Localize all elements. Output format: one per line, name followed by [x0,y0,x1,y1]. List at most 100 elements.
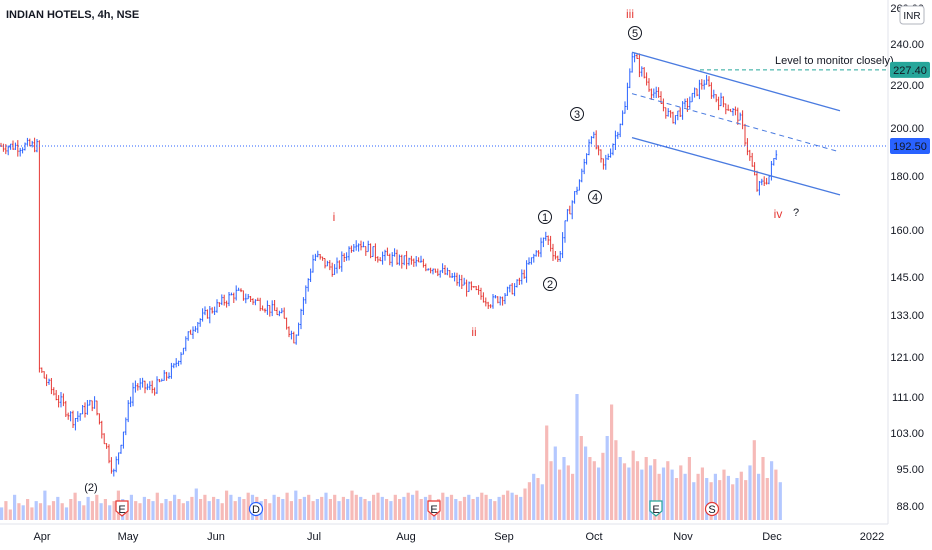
currency-button[interactable]: INR [899,5,925,25]
volume-bar [51,501,56,520]
symbol-title: INDIAN HOTELS, 4h, NSE [6,9,139,21]
volume-bar [289,501,293,520]
event-marker[interactable]: E [649,500,663,517]
volume-bar [151,501,155,520]
volume-bar [173,494,177,520]
volume-bar [488,499,492,520]
volume-bar [657,473,661,520]
currency-label: INR [903,11,920,22]
volume-bar [147,499,151,520]
volume-bar [618,457,622,520]
volume-bar [415,490,419,520]
volume-bar [8,509,12,520]
volume-bar [653,459,657,520]
volume-bar [423,496,428,520]
wave-label-iv: iv [774,207,783,221]
volume-bar [225,490,229,520]
channel-lower-line [631,136,841,196]
volume-bar [679,465,683,520]
volume-bar [471,499,475,520]
volume-bar [17,503,21,520]
level-price-tag [890,61,930,78]
time-tick-label: May [118,531,139,543]
event-marker[interactable]: S [704,501,720,517]
volume-bar [458,501,462,520]
volume-bar [614,440,618,520]
volume-bar [588,457,592,520]
volume-bar [696,473,700,520]
event-marker-letter: E [652,504,659,516]
volume-bar [229,494,233,520]
volume-bar [276,496,281,520]
volume-bar [263,499,268,520]
event-marker[interactable]: E [115,500,129,517]
volume-bar [168,501,172,520]
current-price-tag [890,138,930,154]
wave-label-i: i [333,210,336,224]
volume-bar [748,465,752,520]
volume-bar [341,496,345,520]
volume-bar [21,505,25,520]
volume-bar [731,484,735,520]
volume-bar [605,436,609,520]
volume-bar [73,492,77,520]
volume-bar [640,469,644,520]
volume-bar [0,507,4,520]
volume-bar [454,499,458,520]
volume-bar [467,494,471,520]
volume-bar [160,503,164,520]
volume-bar [393,494,397,520]
volume-bar [281,499,285,520]
wave-label-ii: ii [471,325,476,339]
event-marker-letter: S [708,504,715,516]
volume-bar [43,490,47,520]
volume-bar [549,461,553,520]
time-axis[interactable]: Apr May Jun Jul Aug Sep Oct Nov Dec 2022 [33,531,884,543]
volume-bar [765,478,769,520]
price-tick-label: 220.00 [890,80,924,92]
volume-bar [462,496,467,520]
overlay-layer: Level to monitor closely)227.40 192.50 (2)… [0,7,930,517]
volume-bar [380,496,384,520]
volume-bar [514,494,518,520]
volume-bar [142,496,146,520]
volume-bar [484,494,488,520]
price-tick-label: 145.00 [890,272,924,284]
volume-bar [311,501,315,520]
event-marker-letter: D [252,504,260,516]
volume-bar [610,404,614,520]
volume-bar [315,499,319,520]
volume-bar [441,492,445,520]
volume-bar [129,494,133,520]
volume-bar [752,440,756,520]
volume-bar [411,494,415,520]
event-marker[interactable]: E [427,500,441,517]
volume-bar [108,505,112,520]
channel-upper-line [631,51,841,112]
volume-bar [333,494,337,520]
volume-bar [212,496,216,520]
event-marker[interactable]: D [248,501,264,517]
wave-circle-w5 [628,26,642,40]
volume-bar [497,496,501,520]
volume-bar [181,503,185,520]
volume-bar [571,473,575,520]
volume-bar [770,461,774,520]
volume-bar [700,467,704,520]
price-axis[interactable]: 260.00240.00220.00200.00180.00160.00145.… [890,3,924,513]
volume-bar [553,446,557,520]
volume-bar [246,492,250,520]
volume-bar [38,503,43,520]
volume-bar [64,507,69,520]
level-price-label: 227.40 [893,65,927,77]
volume-bar [648,465,653,520]
volume-bar [199,499,203,520]
volume-bar [13,494,17,520]
wave-circle-w3 [570,107,584,121]
volume-bar [631,450,635,520]
volume-bar [635,461,640,520]
volume-bar [242,499,246,520]
volume-bar [203,494,207,520]
volume-bar [705,478,709,520]
